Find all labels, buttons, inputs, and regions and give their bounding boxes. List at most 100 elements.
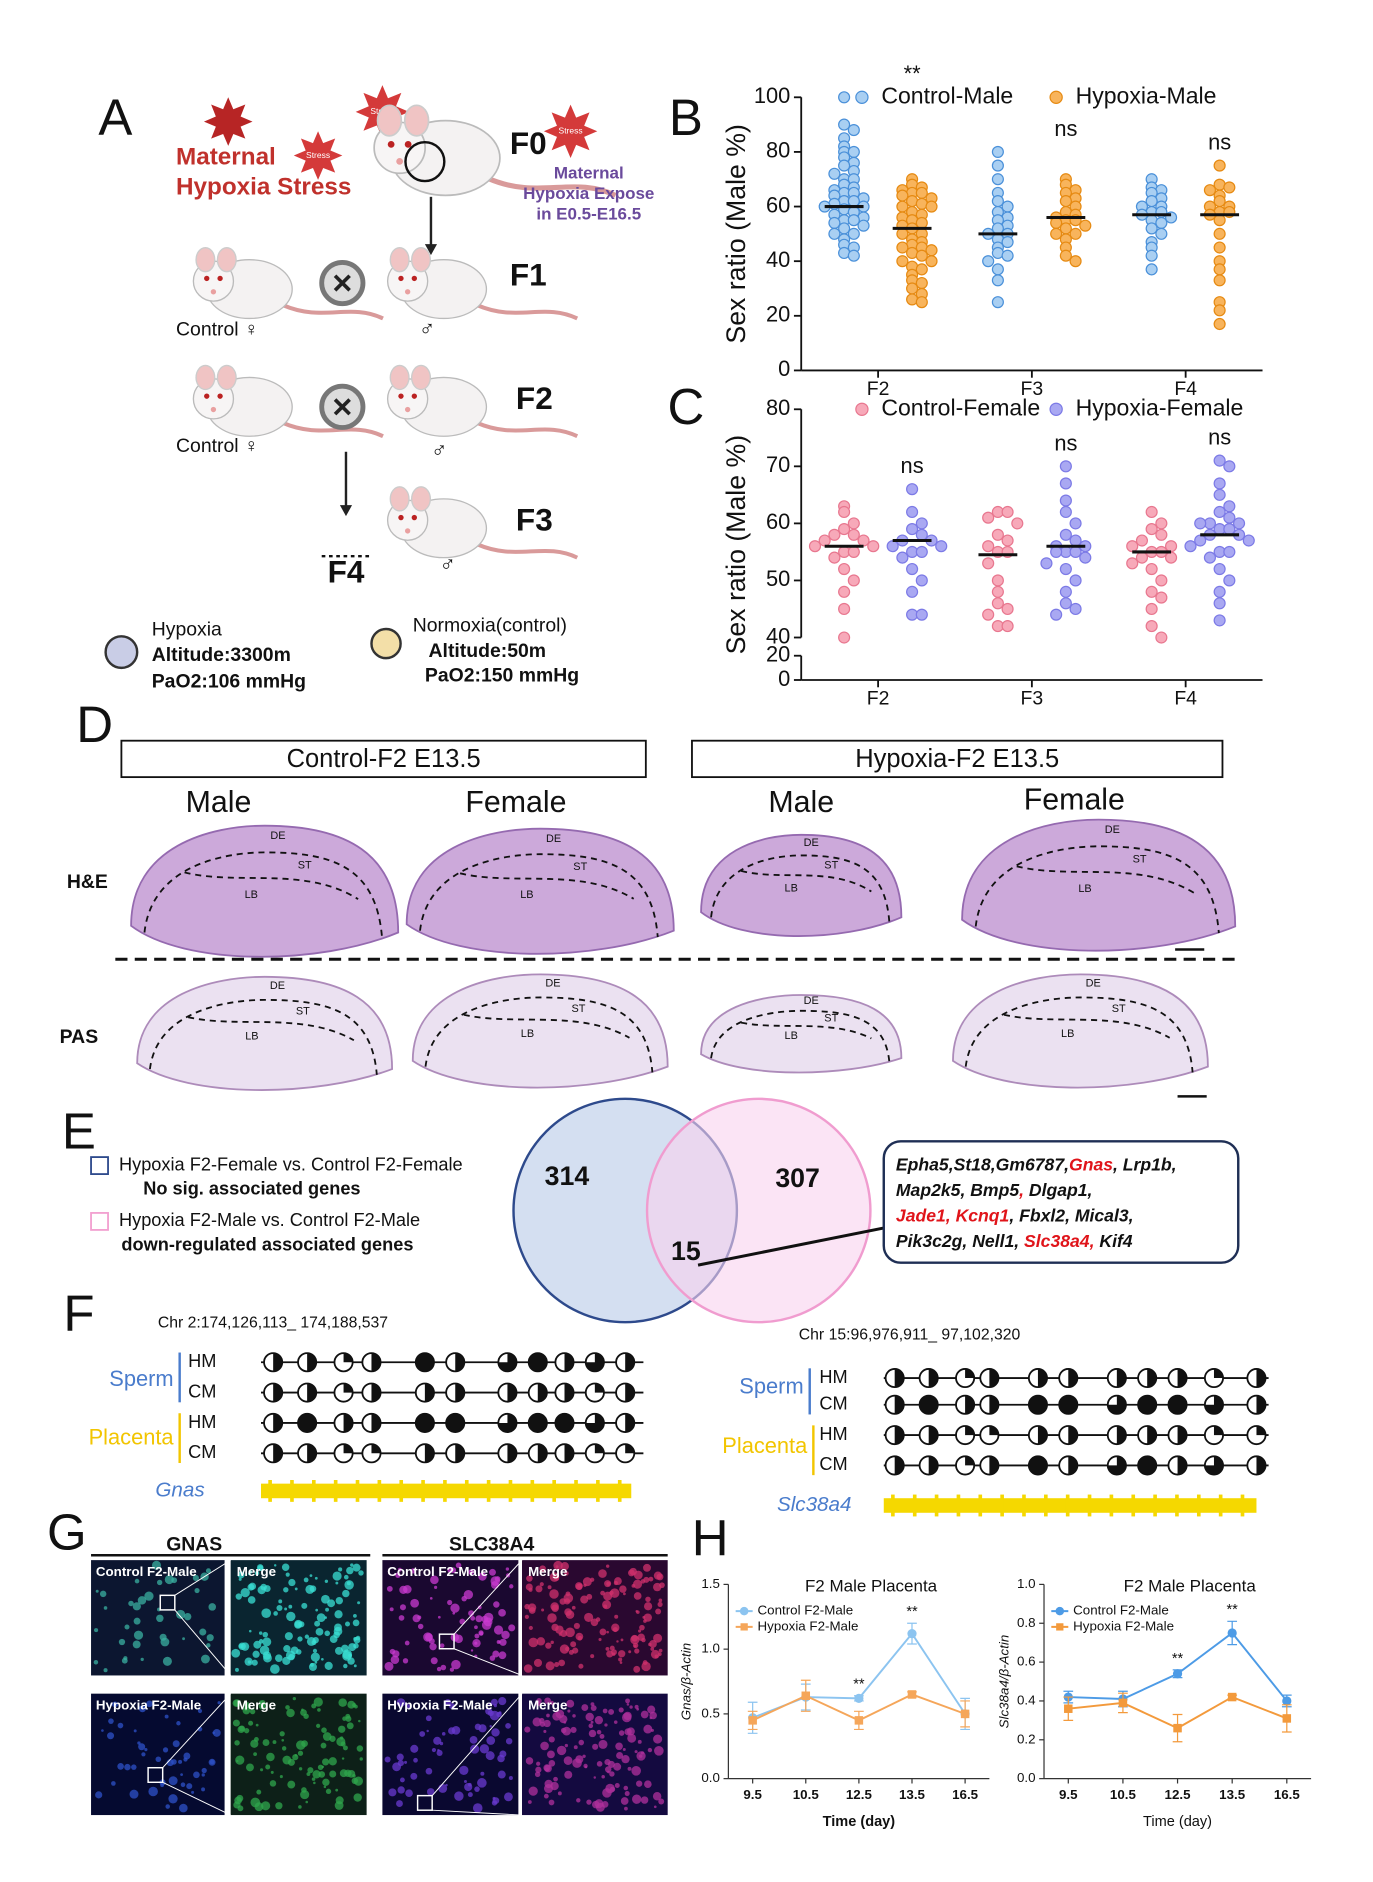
- micrograph-signal: [206, 1634, 214, 1642]
- exon: [1044, 1494, 1048, 1517]
- data-point: [1145, 505, 1158, 519]
- panel-label: D: [76, 696, 113, 753]
- data-point: [991, 296, 1004, 309]
- cpg-site: [507, 1444, 517, 1463]
- micrograph-signal: [118, 1638, 126, 1646]
- roi-box: [147, 1766, 164, 1784]
- label: Maternal: [554, 163, 624, 182]
- data-point: [896, 255, 909, 268]
- cpg-site: [507, 1383, 517, 1402]
- data-point: [847, 227, 860, 240]
- micrograph-signal: [253, 1640, 262, 1649]
- micrograph-signal: [168, 1794, 178, 1804]
- micrograph-signal: [345, 1715, 352, 1722]
- micrograph-signal: [301, 1602, 308, 1609]
- micrograph-signal: [386, 1585, 393, 1592]
- micrograph-signal: [298, 1805, 302, 1809]
- condition-label: Hypoxia F2-Male: [387, 1697, 492, 1712]
- mouse-eye: [204, 275, 210, 282]
- label: F0: [510, 125, 547, 161]
- micrograph-signal: [582, 1577, 592, 1587]
- micrograph-signal: [263, 1653, 272, 1663]
- label: Hypoxia Expose: [523, 184, 654, 203]
- micrograph-signal: [238, 1643, 244, 1649]
- legend-label: Hypoxia F2-Male: [1073, 1618, 1174, 1633]
- micrograph-signal: [657, 1601, 663, 1607]
- micrograph-signal: [609, 1588, 620, 1598]
- micrograph-signal: [619, 1661, 623, 1664]
- micrograph-signal: [342, 1589, 350, 1598]
- data-point: [1069, 574, 1082, 587]
- mouse-ear: [195, 247, 216, 273]
- micrograph-signal: [559, 1644, 570, 1654]
- micrograph-signal: [286, 1708, 295, 1718]
- label: ♂: [431, 438, 447, 463]
- data-point: [1155, 517, 1168, 530]
- micrograph-signal: [505, 1567, 510, 1571]
- micrograph-signal: [352, 1773, 356, 1778]
- data-point: [991, 195, 1004, 208]
- merge-label: Merge: [237, 1697, 276, 1712]
- micrograph-signal: [509, 1584, 514, 1589]
- x-axis-label: Time (day): [823, 1814, 896, 1830]
- micrograph-signal: [342, 1716, 347, 1721]
- cpg-site: [1177, 1425, 1187, 1445]
- data-point: [1079, 551, 1092, 564]
- micrograph-signal: [94, 1628, 99, 1633]
- group-box: [120, 739, 647, 779]
- micrograph-signal: [311, 1703, 317, 1709]
- micrograph-signal: [553, 1776, 558, 1782]
- micrograph-signal: [598, 1739, 608, 1749]
- mouse-eye: [404, 140, 412, 148]
- y-tick-label: 0.5: [701, 1705, 720, 1720]
- mouse-ear: [389, 364, 410, 391]
- micrograph-signal: [553, 1560, 563, 1571]
- data-point: [847, 545, 860, 558]
- micrograph-signal: [298, 1767, 303, 1771]
- micrograph-signal: [262, 1637, 272, 1647]
- micrograph-signal: [505, 1723, 511, 1729]
- y-tick-label: 0.2: [1017, 1731, 1036, 1746]
- data-point: [1145, 602, 1158, 616]
- layer-boundary: [424, 996, 654, 1073]
- micrograph-signal: [470, 1649, 474, 1652]
- micrograph-signal: [593, 1776, 597, 1779]
- micrograph-signal: [353, 1613, 357, 1618]
- cpg-site: [965, 1456, 975, 1466]
- micrograph-signal: [654, 1745, 664, 1756]
- micrograph-signal: [323, 1785, 327, 1789]
- sex-label: Male: [768, 786, 834, 819]
- data-point: [1069, 602, 1082, 616]
- layer-label: ST: [824, 860, 838, 872]
- mouse-ear: [410, 364, 432, 391]
- micrograph-signal: [176, 1609, 186, 1619]
- data-point: [1145, 222, 1158, 235]
- cpg-site: [446, 1413, 465, 1433]
- cpg-site: [424, 1383, 434, 1402]
- micrograph-signal: [316, 1723, 321, 1728]
- mouse-icon: [386, 486, 579, 560]
- legend-circle: [104, 635, 139, 670]
- micrograph-signal: [307, 1767, 314, 1774]
- x-tick-label: 10.5: [793, 1787, 820, 1802]
- micrograph-signal: [451, 1725, 461, 1735]
- data-point: [1194, 517, 1207, 530]
- micrograph-signal: [384, 1661, 394, 1671]
- micrograph-signal: [599, 1628, 607, 1636]
- data-point: [1069, 227, 1082, 240]
- cpg-site: [625, 1383, 635, 1402]
- x-tick-label: 13.5: [899, 1787, 926, 1802]
- micrograph-signal: [339, 1769, 348, 1778]
- legend-marker: [855, 90, 869, 104]
- micrograph-signal: [605, 1766, 612, 1773]
- micrograph-signal: [103, 1668, 108, 1673]
- significance-label: **: [1172, 1651, 1184, 1667]
- data-point: [906, 483, 919, 496]
- cpg-site: [273, 1353, 283, 1372]
- layer-boundary: [459, 872, 635, 900]
- micrograph-signal: [629, 1567, 637, 1576]
- micrograph-signal: [288, 1578, 296, 1587]
- label: Hypoxia: [152, 618, 222, 640]
- data-point: [1165, 540, 1178, 553]
- mouse-nose: [210, 406, 217, 413]
